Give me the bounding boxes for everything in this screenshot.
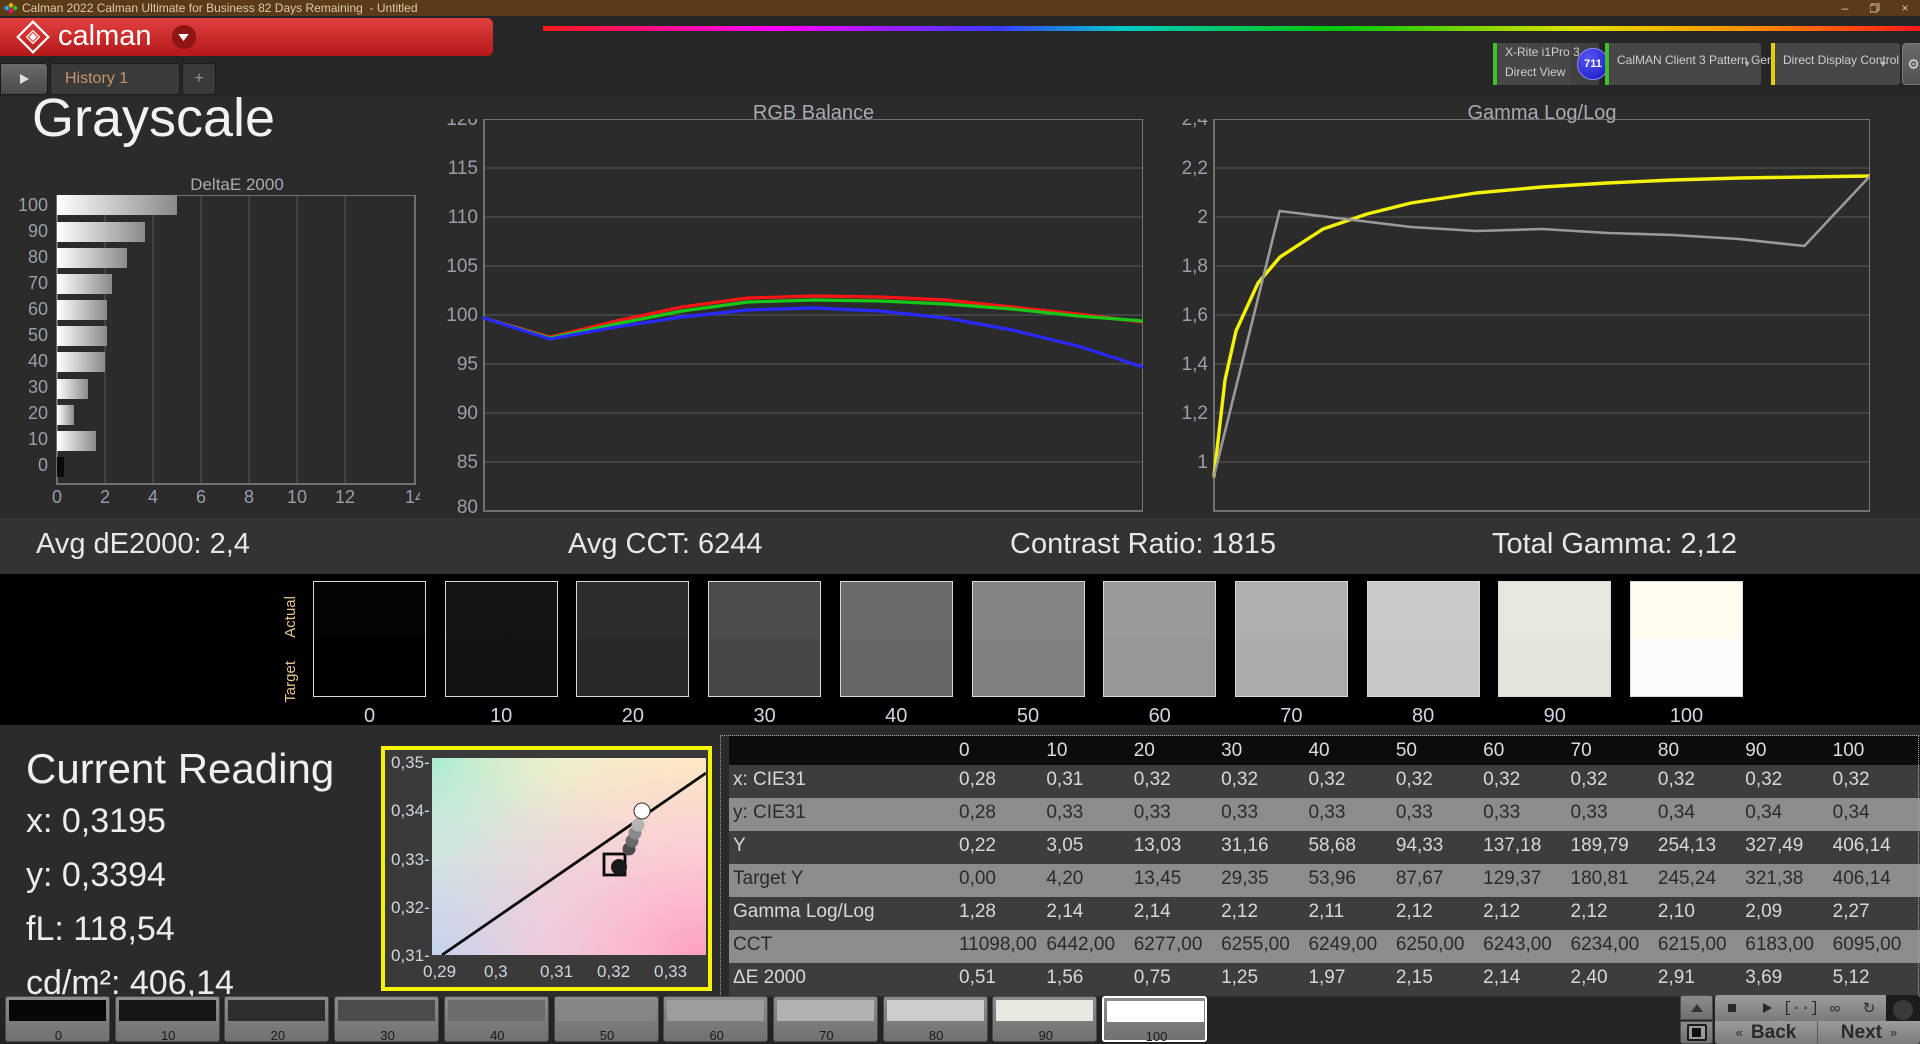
svg-text:1: 1 [1197, 452, 1208, 473]
svg-text:80: 80 [457, 497, 478, 514]
svg-text:90: 90 [457, 403, 478, 424]
svg-text:1,6: 1,6 [1182, 305, 1208, 326]
svg-text:8: 8 [244, 487, 254, 507]
svg-text:2,2: 2,2 [1182, 158, 1208, 179]
svg-text:10: 10 [28, 429, 48, 449]
svg-text:50: 50 [28, 325, 48, 345]
svg-text:2,4: 2,4 [1182, 119, 1209, 130]
svg-text:4: 4 [148, 487, 158, 507]
svg-text:1,4: 1,4 [1182, 354, 1209, 375]
svg-text:90: 90 [28, 221, 48, 241]
svg-text:95: 95 [457, 354, 478, 375]
svg-text:0: 0 [52, 487, 62, 507]
svg-text:110: 110 [448, 207, 478, 228]
svg-text:2: 2 [100, 487, 110, 507]
svg-text:80: 80 [28, 247, 48, 267]
svg-text:115: 115 [448, 158, 478, 179]
svg-text:105: 105 [446, 256, 478, 277]
svg-text:60: 60 [28, 299, 48, 319]
svg-text:2: 2 [1197, 207, 1208, 228]
svg-text:40: 40 [28, 351, 48, 371]
svg-text:30: 30 [28, 377, 48, 397]
svg-text:12: 12 [335, 487, 355, 507]
svg-text:1,8: 1,8 [1182, 256, 1208, 277]
svg-text:20: 20 [28, 403, 48, 423]
svg-text:100: 100 [18, 195, 48, 215]
svg-text:100: 100 [446, 305, 478, 326]
svg-text:85: 85 [457, 452, 478, 473]
svg-text:120: 120 [446, 119, 478, 130]
svg-text:10: 10 [287, 487, 307, 507]
svg-text:70: 70 [28, 273, 48, 293]
svg-text:1,2: 1,2 [1182, 403, 1208, 424]
svg-text:0: 0 [38, 455, 48, 475]
svg-text:6: 6 [196, 487, 206, 507]
